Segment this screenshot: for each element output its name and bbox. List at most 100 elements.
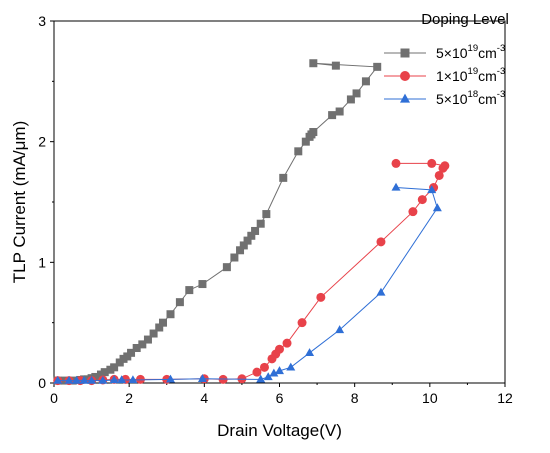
series-line <box>57 162 446 382</box>
circle-marker <box>316 292 326 302</box>
legend-exponent: 19 <box>468 43 479 54</box>
legend-unit-exponent: -3 <box>497 89 505 100</box>
triangle-marker <box>269 368 279 377</box>
square-marker <box>175 298 184 307</box>
circle-marker <box>282 338 292 348</box>
triangle-marker <box>427 185 437 194</box>
circle-marker <box>400 71 410 81</box>
y-tick-label: 2 <box>38 134 46 150</box>
legend-unit: cm <box>478 68 497 84</box>
triangle-marker <box>72 375 82 384</box>
square-marker <box>279 173 288 182</box>
legend-items: 5×1019cm-31×1019cm-35×1018cm-3 <box>384 43 505 107</box>
x-tick-label: 8 <box>351 390 359 406</box>
square-marker <box>198 280 207 289</box>
square-marker <box>294 147 303 156</box>
square-marker <box>301 137 310 146</box>
square-marker <box>222 263 231 272</box>
square-marker <box>328 111 337 120</box>
triangle-marker <box>275 366 284 375</box>
square-marker <box>251 226 260 235</box>
circle-marker <box>408 207 418 217</box>
y-tick-label: 0 <box>38 375 46 391</box>
legend-unit-exponent: -3 <box>497 66 505 77</box>
square-marker <box>100 368 109 377</box>
circle-marker <box>440 161 450 171</box>
square-marker <box>166 310 175 319</box>
x-tick-label: 2 <box>125 390 133 406</box>
square-marker <box>185 286 194 295</box>
series-2 <box>53 182 442 384</box>
circle-marker <box>434 170 444 180</box>
square-marker <box>127 348 136 357</box>
triangle-marker <box>400 93 410 103</box>
triangle-marker <box>64 375 74 384</box>
square-marker <box>331 61 340 70</box>
legend-title: Doping Level <box>421 11 509 28</box>
circle-marker <box>297 318 307 328</box>
y-axis-label: TLP Current (mA/μm) <box>10 121 29 284</box>
legend-label: 5×1018cm-3 <box>436 89 505 107</box>
square-marker <box>373 62 382 71</box>
series-layer <box>53 59 450 386</box>
square-marker <box>352 89 361 98</box>
triangle-marker <box>117 375 127 384</box>
square-marker <box>262 210 271 219</box>
legend-entry: 5×1018cm-3 <box>384 89 505 107</box>
series-line <box>57 187 438 382</box>
legend-unit: cm <box>478 45 497 61</box>
square-marker <box>361 77 370 86</box>
x-tick-label: 12 <box>497 390 513 406</box>
legend-entry: 5×1019cm-3 <box>384 43 505 61</box>
square-marker <box>91 372 100 381</box>
circle-marker <box>391 158 401 168</box>
square-marker <box>309 59 318 68</box>
triangle-marker <box>335 325 345 334</box>
triangle-marker <box>109 375 119 384</box>
triangle-marker <box>53 375 63 384</box>
triangle-marker <box>197 374 207 382</box>
legend: Doping Level 5×1019cm-31×1019cm-35×1018c… <box>384 11 509 107</box>
x-tick-label: 0 <box>50 390 58 406</box>
legend-entry: 1×1019cm-3 <box>384 66 505 84</box>
circle-marker <box>417 195 427 205</box>
circle-marker <box>259 362 269 372</box>
square-marker <box>236 246 245 255</box>
square-marker <box>132 344 141 353</box>
legend-mantissa: 1×10 <box>436 68 468 84</box>
legend-unit-exponent: -3 <box>497 43 505 54</box>
square-marker <box>230 253 239 262</box>
square-marker <box>138 340 147 349</box>
square-marker <box>110 363 119 372</box>
triangle-marker <box>263 372 273 381</box>
square-marker <box>256 219 265 228</box>
square-marker <box>143 335 152 344</box>
square-marker <box>243 236 252 245</box>
legend-exponent: 18 <box>468 89 479 100</box>
square-marker <box>239 241 248 250</box>
legend-unit: cm <box>478 91 497 107</box>
square-marker <box>149 329 158 338</box>
x-tick-label: 10 <box>422 390 438 406</box>
square-marker <box>155 323 164 332</box>
triangle-marker <box>79 375 89 384</box>
circle-marker <box>376 237 386 247</box>
x-tick-label: 4 <box>200 390 208 406</box>
square-marker <box>335 107 344 116</box>
triangle-marker <box>286 362 296 371</box>
triangle-marker <box>128 375 138 384</box>
triangle-marker <box>87 375 97 384</box>
series-line <box>57 62 379 382</box>
y-tick-label: 3 <box>38 13 46 29</box>
triangle-marker <box>391 182 401 191</box>
series-1 <box>53 158 450 386</box>
square-marker <box>400 48 410 58</box>
legend-mantissa: 5×10 <box>436 45 468 61</box>
triangle-marker <box>376 287 386 296</box>
triangle-marker <box>256 374 266 383</box>
triangle-marker <box>98 375 108 384</box>
square-marker <box>247 231 256 240</box>
legend-mantissa: 5×10 <box>436 91 468 107</box>
